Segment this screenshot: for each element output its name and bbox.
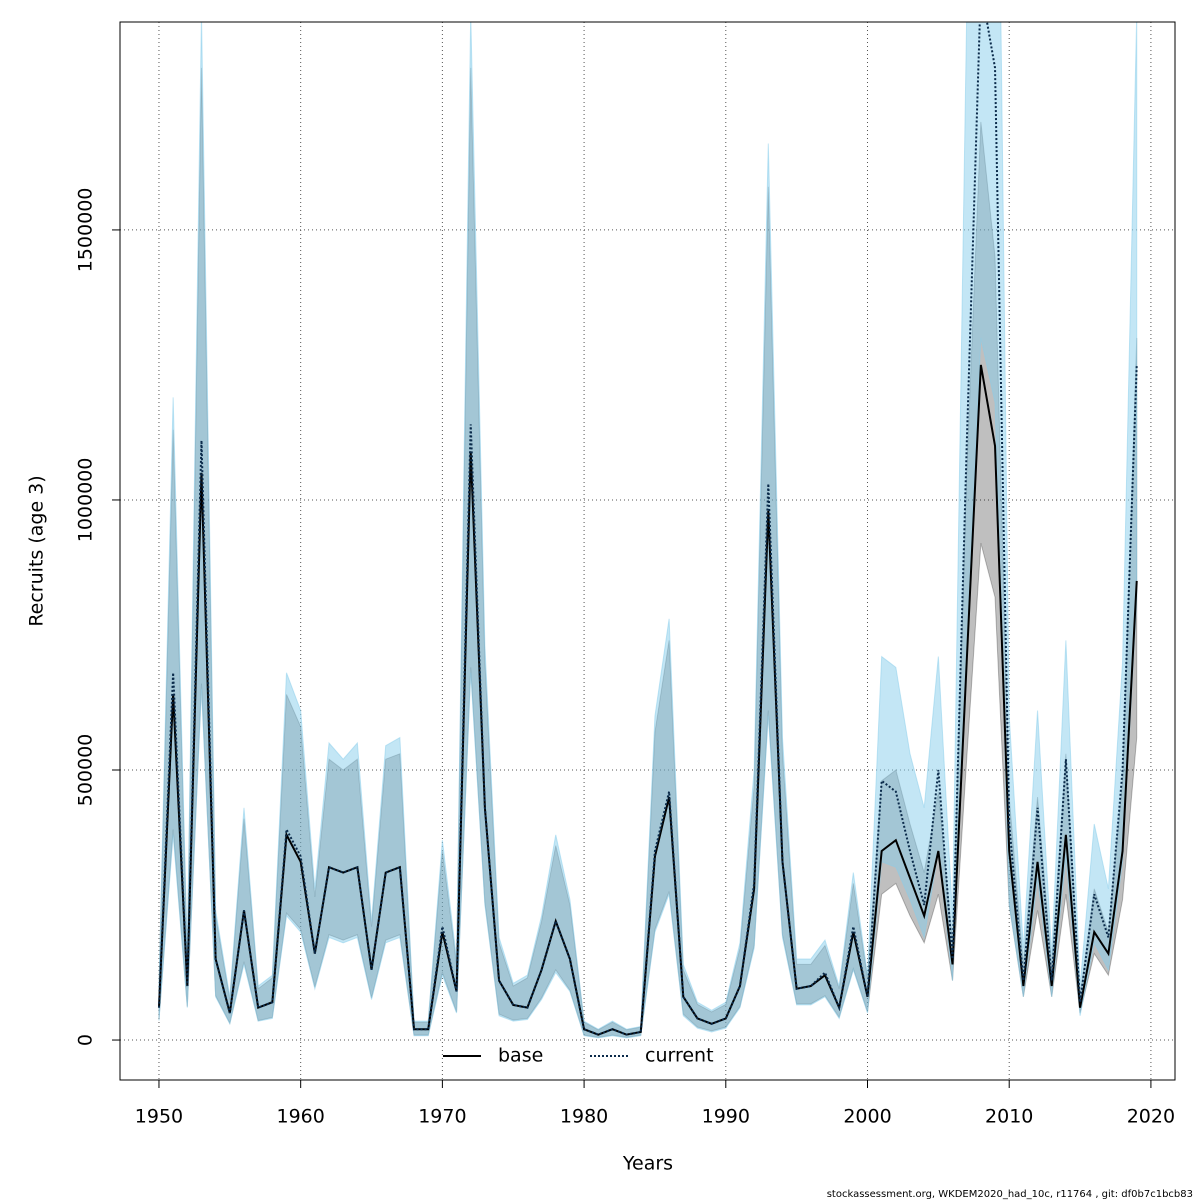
y-tick-label: 0 bbox=[75, 1034, 97, 1046]
x-tick-label: 1950 bbox=[135, 1106, 183, 1128]
y-tick-label: 500000 bbox=[75, 734, 97, 807]
plot-area bbox=[120, 22, 1175, 1080]
legend-label: current bbox=[645, 1045, 714, 1067]
x-tick-label: 1970 bbox=[418, 1106, 466, 1128]
y-tick-label: 1000000 bbox=[75, 458, 97, 543]
legend-label: base bbox=[498, 1045, 543, 1067]
x-axis-label: Years bbox=[622, 1153, 673, 1175]
x-tick-label: 2020 bbox=[1127, 1106, 1175, 1128]
plot-frame bbox=[119, 21, 1176, 1081]
x-tick-label: 2010 bbox=[985, 1106, 1033, 1128]
y-tick-label: 1500000 bbox=[75, 188, 97, 273]
x-tick-label: 1990 bbox=[702, 1106, 750, 1128]
footnote: stockassessment.org, WKDEM2020_had_10c, … bbox=[827, 1189, 1193, 1200]
series-line bbox=[157, 22, 1138, 1036]
series-line bbox=[157, 364, 1138, 1036]
y-axis-label: Recruits (age 3) bbox=[26, 475, 48, 626]
x-tick-label: 1980 bbox=[560, 1106, 608, 1128]
x-tick-label: 1960 bbox=[276, 1106, 324, 1128]
x-tick-label: 2000 bbox=[843, 1106, 891, 1128]
